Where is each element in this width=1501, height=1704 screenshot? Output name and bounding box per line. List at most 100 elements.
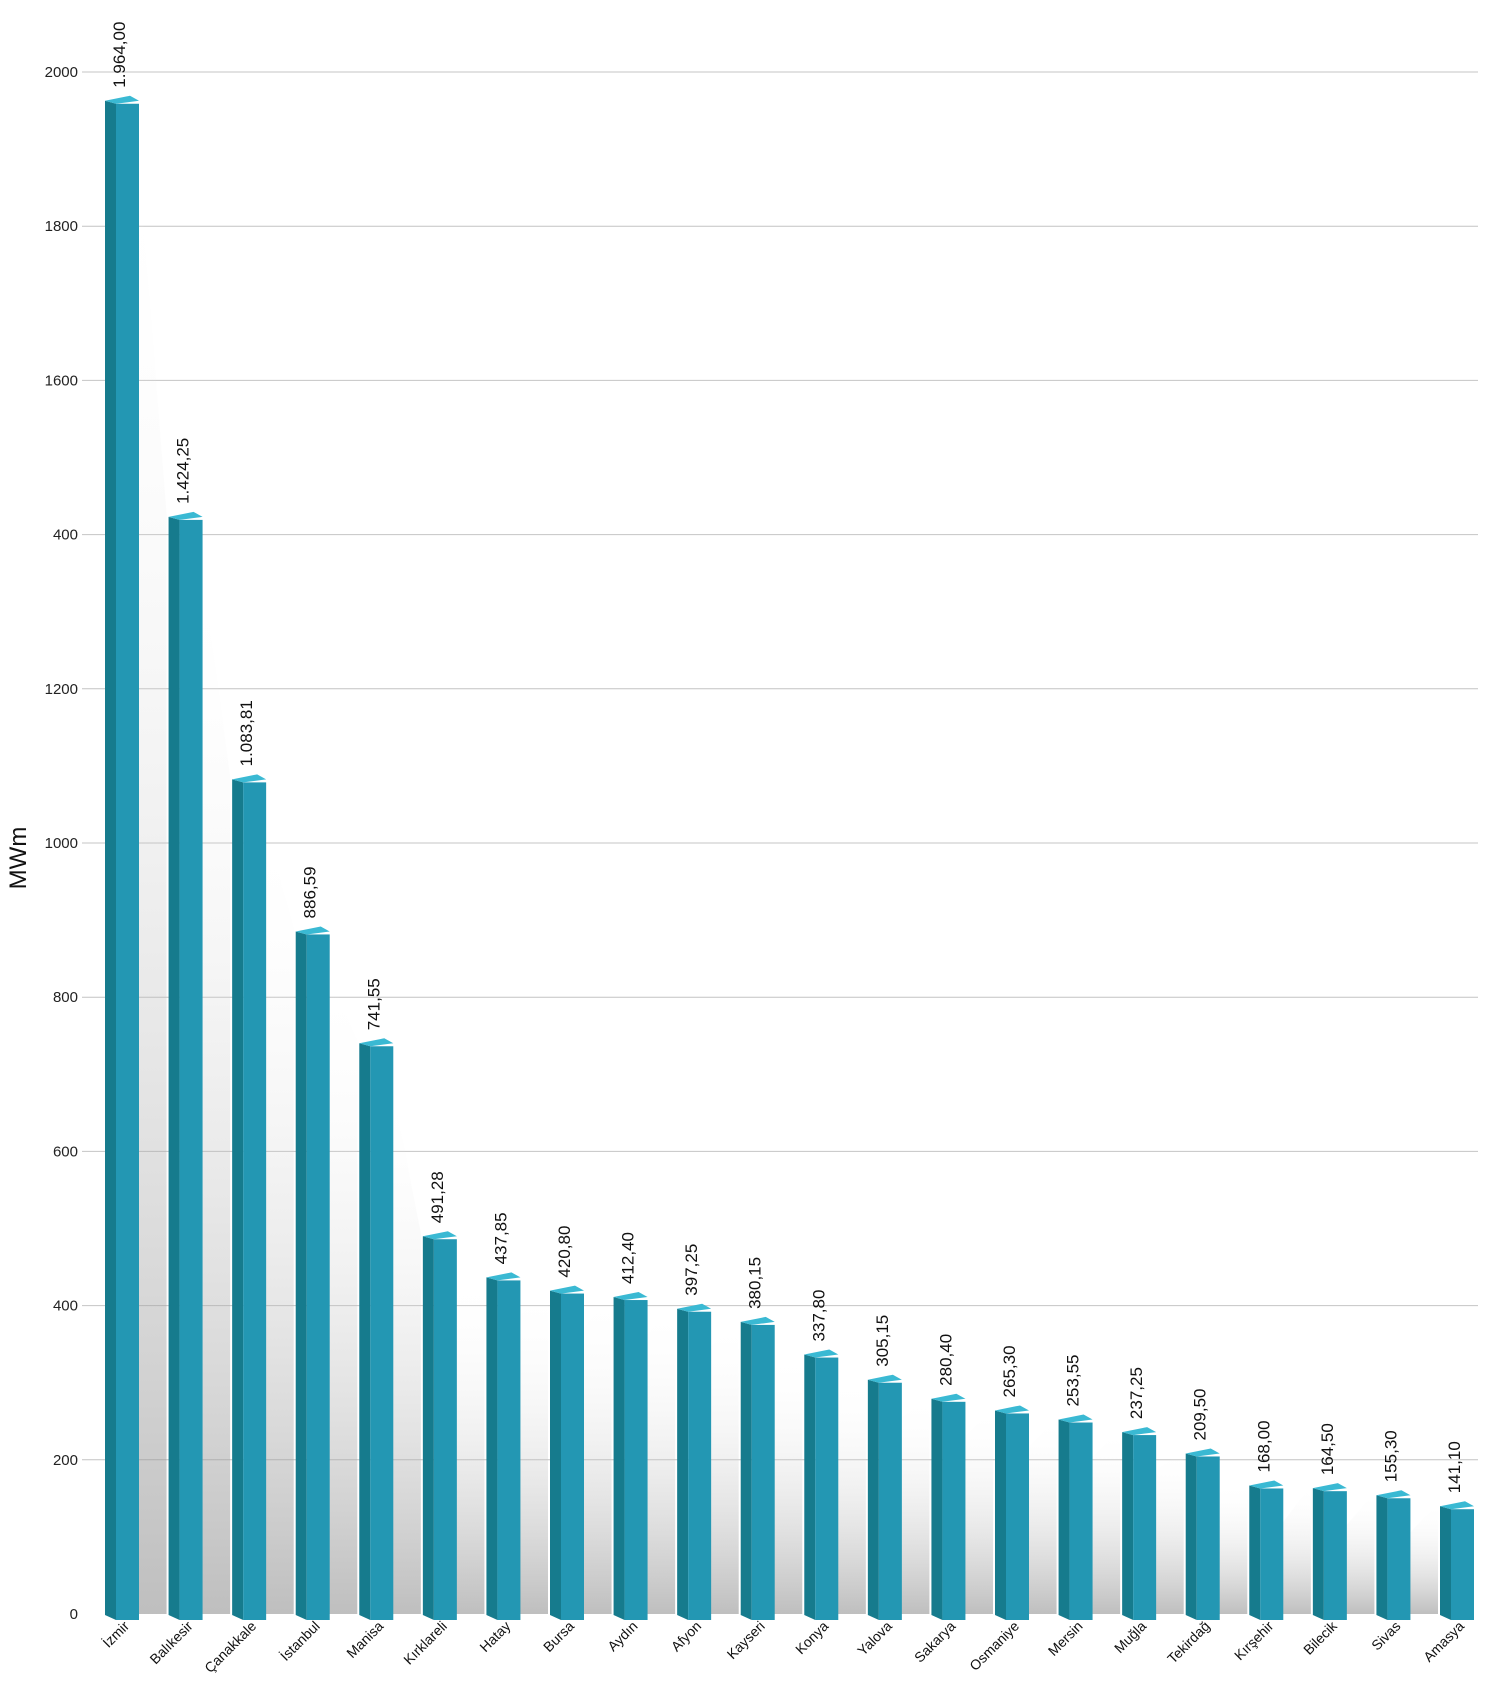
bar <box>168 511 203 1620</box>
y-tick-label: 1200 <box>45 681 78 698</box>
category-label: Afyon <box>668 1618 705 1655</box>
y-tick-label: 400 <box>53 1298 78 1315</box>
bar-top <box>550 1285 584 1294</box>
bar-top <box>1440 1501 1474 1510</box>
bar-top <box>422 1231 457 1240</box>
category-label: Sakarya <box>911 1618 959 1666</box>
bar-side <box>677 1308 689 1620</box>
bar-shadow <box>645 1305 676 1614</box>
bar <box>613 1292 648 1620</box>
bar-side <box>1312 1488 1324 1620</box>
data-label: 491,28 <box>428 1171 447 1223</box>
y-tick-label: 1800 <box>45 218 78 235</box>
bar-side <box>1440 1506 1451 1620</box>
bar-top <box>359 1038 394 1047</box>
bar-shadow <box>1090 1429 1121 1614</box>
category-label: Çanakkale <box>201 1618 259 1676</box>
bar-shadow <box>772 1351 803 1614</box>
bar-shadow <box>200 555 231 1614</box>
y-tick-label: 2000 <box>45 64 78 81</box>
bar-front <box>370 1046 394 1620</box>
y-tick-label: 400 <box>53 527 78 544</box>
data-label: 155,30 <box>1381 1430 1400 1482</box>
bar-shadow <box>1154 1450 1184 1614</box>
bar-front <box>1451 1509 1474 1620</box>
bar-side <box>1376 1495 1388 1620</box>
bar-front <box>116 103 139 1621</box>
category-label: Muğla <box>1111 1618 1149 1656</box>
bar-front <box>306 934 330 1620</box>
category-label: Mersin <box>1045 1618 1086 1659</box>
bar <box>804 1349 839 1620</box>
bar-top <box>613 1292 648 1301</box>
data-label: 209,50 <box>1191 1388 1210 1440</box>
bar-shadow <box>264 818 294 1614</box>
bar-front <box>624 1300 648 1620</box>
bar-front <box>497 1280 521 1620</box>
bar-top <box>1185 1448 1220 1457</box>
bar-side <box>1058 1419 1070 1620</box>
bar <box>867 1374 902 1620</box>
bar-shadow <box>836 1376 866 1614</box>
y-axis-label: MWm <box>5 827 32 890</box>
bar-top <box>295 926 330 935</box>
category-label: Manisa <box>343 1618 386 1661</box>
bar-top <box>867 1374 902 1383</box>
data-label: 280,40 <box>936 1334 955 1386</box>
bar <box>1376 1490 1411 1620</box>
bar-side <box>1249 1485 1261 1620</box>
bar-side <box>613 1297 625 1620</box>
bar-front <box>688 1311 712 1620</box>
bar <box>1185 1448 1220 1620</box>
bar-side <box>232 779 244 1620</box>
bar-front <box>1196 1456 1220 1620</box>
bar-top <box>995 1405 1029 1414</box>
category-label: Tekirdağ <box>1164 1618 1213 1667</box>
y-axis-ticks: 0 200 400 600 800 1000 1200 400 1600 1800 2000 <box>45 64 78 1623</box>
data-label: 437,85 <box>491 1212 510 1264</box>
bar-front <box>1323 1491 1347 1620</box>
data-label: 397,25 <box>682 1244 701 1296</box>
bar-side <box>804 1354 816 1620</box>
category-labels: İzmir Balıkesir Çanakkale İstanbul Manisa Kır… <box>99 1617 1468 1676</box>
bar <box>232 774 267 1620</box>
bar <box>931 1393 966 1620</box>
bar-front <box>243 782 267 1620</box>
data-label: 420,80 <box>555 1226 574 1278</box>
category-label: Bilecik <box>1300 1617 1341 1658</box>
bar-top <box>1249 1480 1284 1489</box>
bar-front <box>433 1239 457 1620</box>
data-label: 380,15 <box>746 1257 765 1309</box>
bar-side <box>740 1321 752 1620</box>
data-label: 1.083,81 <box>237 700 256 766</box>
bar-side <box>422 1236 434 1620</box>
bar-side <box>1185 1453 1197 1620</box>
bar-front <box>751 1324 775 1620</box>
bar <box>422 1231 457 1620</box>
y-tick-label: 1600 <box>45 372 78 389</box>
bar-shadow <box>963 1407 993 1614</box>
category-label: Kayseri <box>724 1618 768 1662</box>
bar-shadow <box>1217 1482 1248 1614</box>
bar-front <box>1133 1435 1157 1620</box>
category-label: Aydın <box>604 1618 640 1654</box>
bar-side <box>995 1410 1006 1620</box>
category-label: Amasya <box>1420 1618 1467 1665</box>
category-label: İstanbul <box>276 1617 323 1664</box>
y-tick-label: 200 <box>53 1452 78 1469</box>
bar <box>1249 1480 1284 1620</box>
bar-top <box>1058 1414 1093 1423</box>
bar-top <box>677 1303 712 1312</box>
bar-top <box>740 1316 775 1325</box>
category-label: Bursa <box>540 1618 577 1655</box>
y-tick-label: 600 <box>53 1143 78 1160</box>
bar-shadow <box>582 1294 612 1614</box>
bar-front <box>942 1401 966 1620</box>
bar-front <box>179 519 203 1620</box>
bar-shadow <box>137 139 167 1615</box>
bar-side <box>295 931 307 1620</box>
bar-side <box>105 100 116 1621</box>
bar <box>995 1405 1029 1620</box>
bar-side <box>168 516 180 1620</box>
category-label: Osmaniye <box>966 1618 1022 1674</box>
